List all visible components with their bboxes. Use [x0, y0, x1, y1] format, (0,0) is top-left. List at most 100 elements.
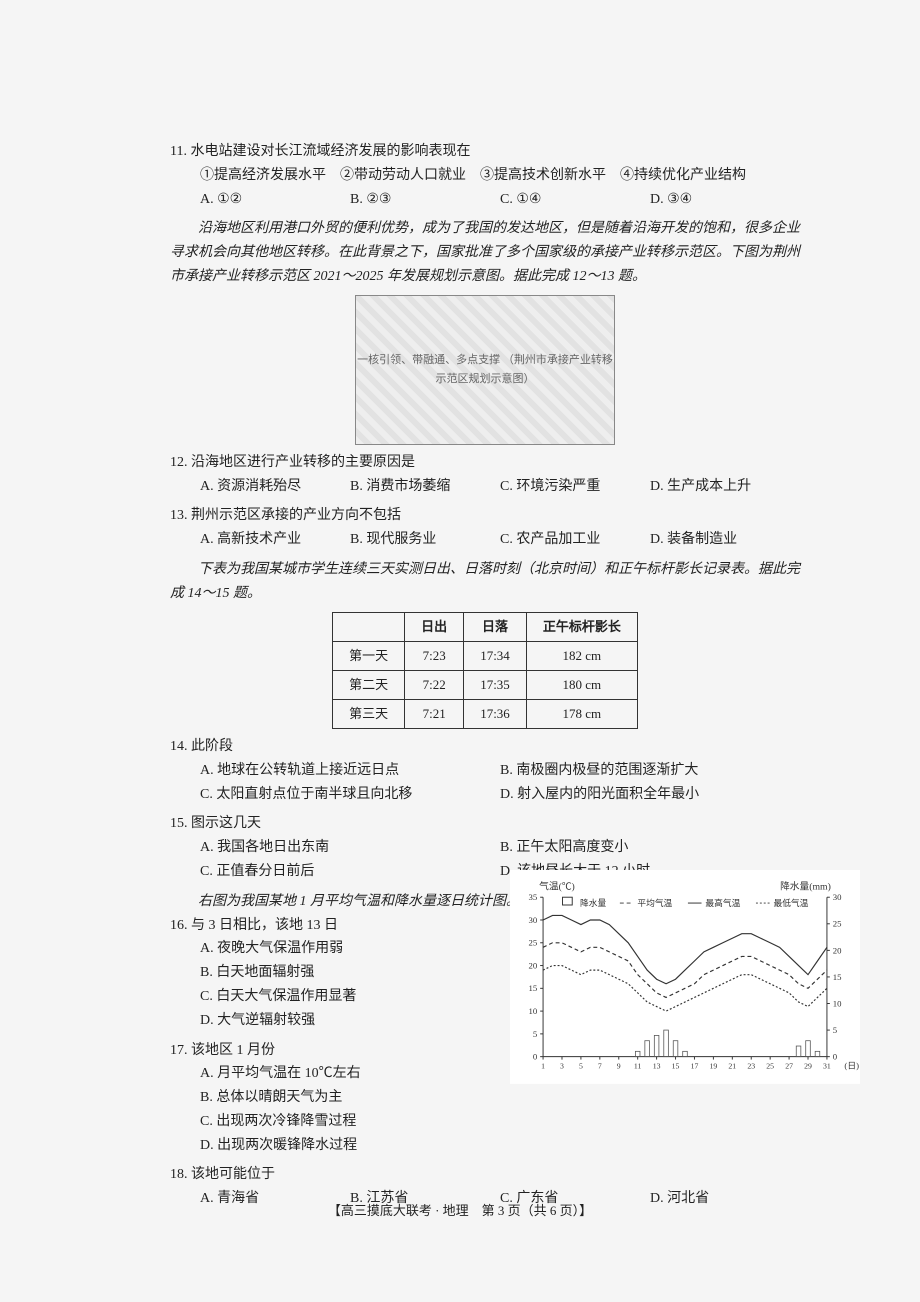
table-cell: 17:35: [464, 670, 527, 699]
q11-opt-a: A. ①②: [200, 188, 350, 212]
q17-opt-d: D. 出现两次暖锋降水过程: [170, 1134, 510, 1158]
q11-options: A. ①② B. ②③ C. ①④ D. ③④: [170, 188, 800, 212]
svg-text:35: 35: [528, 892, 537, 902]
q16-opt-c: C. 白天大气保温作用显著: [170, 985, 510, 1009]
table-header: 日落: [464, 612, 527, 641]
svg-text:31: 31: [823, 1061, 831, 1070]
table-cell: 17:34: [464, 641, 527, 670]
q12-stem: 12. 沿海地区进行产业转移的主要原因是: [170, 451, 800, 475]
q14-opt-b: B. 南极圈内极昼的范围逐渐扩大: [500, 759, 800, 783]
q17-opt-a: A. 月平均气温在 10℃左右: [170, 1062, 510, 1086]
table-cell: 178 cm: [526, 699, 637, 728]
svg-text:5: 5: [579, 1061, 583, 1070]
q16-opt-b: B. 白天地面辐射强: [170, 961, 510, 985]
svg-text:11: 11: [634, 1061, 642, 1070]
table-header: 日出: [405, 612, 464, 641]
q15-opt-b: B. 正午太阳高度变小: [500, 836, 800, 860]
svg-text:21: 21: [728, 1061, 736, 1070]
svg-text:10: 10: [528, 1006, 537, 1016]
svg-text:平均气温: 平均气温: [637, 897, 672, 908]
map-figure: 一核引领、带融通、多点支撑 （荆州市承接产业转移示范区规划示意图）: [355, 295, 615, 445]
map-caption: 一核引领、带融通、多点支撑 （荆州市承接产业转移示范区规划示意图）: [356, 351, 614, 388]
q12-opt-d: D. 生产成本上升: [650, 475, 800, 499]
climate-chart-svg: 0510152025303505101520253013579111315171…: [510, 870, 860, 1084]
q13-opt-b: B. 现代服务业: [350, 528, 500, 552]
table-row: 第一天7:2317:34182 cm: [333, 641, 638, 670]
svg-text:5: 5: [833, 1025, 838, 1035]
svg-text:13: 13: [653, 1061, 661, 1070]
q14-opt-c: C. 太阳直射点位于南半球且向北移: [200, 783, 500, 807]
q15-opt-a: A. 我国各地日出东南: [200, 836, 500, 860]
q12-opt-c: C. 环境污染严重: [500, 475, 650, 499]
q14-options: A. 地球在公转轨道上接近远日点 B. 南极圈内极昼的范围逐渐扩大 C. 太阳直…: [170, 759, 800, 807]
table-14: 日出日落正午标杆影长 第一天7:2317:34182 cm第二天7:2217:3…: [332, 612, 638, 729]
svg-text:20: 20: [528, 960, 537, 970]
q12-options: A. 资源消耗殆尽 B. 消费市场萎缩 C. 环境污染严重 D. 生产成本上升: [170, 475, 800, 499]
svg-text:29: 29: [804, 1061, 812, 1070]
svg-text:15: 15: [833, 972, 842, 982]
climate-chart: 0510152025303505101520253013579111315171…: [510, 870, 860, 1093]
table-cell: 7:23: [405, 641, 464, 670]
passage-12-13: 沿海地区利用港口外贸的便利优势，成为了我国的发达地区，但是随着沿海开发的饱和，很…: [170, 217, 800, 288]
q14-opt-d: D. 射入屋内的阳光面积全年最小: [500, 783, 800, 807]
q11-opt-d: D. ③④: [650, 188, 800, 212]
q11-stem: 11. 水电站建设对长江流域经济发展的影响表现在: [170, 140, 800, 164]
q15-opt-c: C. 正值春分日前后: [200, 860, 500, 884]
table-cell: 17:36: [464, 699, 527, 728]
table-cell: 182 cm: [526, 641, 637, 670]
table-row: 第二天7:2217:35180 cm: [333, 670, 638, 699]
q17-opt-b: B. 总体以晴朗天气为主: [170, 1086, 510, 1110]
q16-stem: 16. 与 3 日相比，该地 13 日: [170, 914, 510, 938]
svg-text:最低气温: 最低气温: [773, 897, 808, 908]
svg-text:27: 27: [785, 1061, 793, 1070]
table-cell: 第二天: [333, 670, 405, 699]
svg-text:1: 1: [541, 1061, 545, 1070]
table-header: 正午标杆影长: [526, 612, 637, 641]
svg-text:30: 30: [528, 915, 537, 925]
q11-opt-b: B. ②③: [350, 188, 500, 212]
question-14: 14. 此阶段 A. 地球在公转轨道上接近远日点 B. 南极圈内极昼的范围逐渐扩…: [170, 735, 800, 806]
q16-opt-a: A. 夜晚大气保温作用弱: [170, 937, 510, 961]
table-cell: 7:22: [405, 670, 464, 699]
svg-text:25: 25: [833, 919, 842, 929]
q13-opt-c: C. 农产品加工业: [500, 528, 650, 552]
q14-opt-a: A. 地球在公转轨道上接近远日点: [200, 759, 500, 783]
svg-text:20: 20: [833, 945, 842, 955]
svg-text:0: 0: [833, 1052, 838, 1062]
passage-14-15: 下表为我国某城市学生连续三天实测日出、日落时刻（北京时间）和正午标杆影长记录表。…: [170, 558, 800, 606]
svg-text:最高气温: 最高气温: [705, 897, 740, 908]
q17-opt-c: C. 出现两次冷锋降雪过程: [170, 1110, 510, 1134]
table-row: 第三天7:2117:36178 cm: [333, 699, 638, 728]
svg-text:3: 3: [560, 1061, 564, 1070]
q11-subs: ①提高经济发展水平 ②带动劳动人口就业 ③提高技术创新水平 ④持续优化产业结构: [170, 164, 800, 188]
svg-text:23: 23: [747, 1061, 755, 1070]
q13-stem: 13. 荆州示范区承接的产业方向不包括: [170, 504, 800, 528]
table-header: [333, 612, 405, 641]
svg-text:30: 30: [833, 892, 842, 902]
question-12: 12. 沿海地区进行产业转移的主要原因是 A. 资源消耗殆尽 B. 消费市场萎缩…: [170, 451, 800, 499]
q16-opt-d: D. 大气逆辐射较强: [170, 1009, 510, 1033]
q18-stem: 18. 该地可能位于: [170, 1163, 800, 1187]
svg-text:9: 9: [617, 1061, 621, 1070]
q12-opt-b: B. 消费市场萎缩: [350, 475, 500, 499]
q11-opt-c: C. ①④: [500, 188, 650, 212]
svg-text:25: 25: [528, 938, 537, 948]
svg-text:19: 19: [710, 1061, 718, 1070]
q13-opt-a: A. 高新技术产业: [200, 528, 350, 552]
q13-opt-d: D. 装备制造业: [650, 528, 800, 552]
q15-stem: 15. 图示这几天: [170, 812, 800, 836]
svg-text:15: 15: [528, 983, 537, 993]
table-cell: 180 cm: [526, 670, 637, 699]
q14-stem: 14. 此阶段: [170, 735, 800, 759]
svg-text:5: 5: [533, 1029, 538, 1039]
table-cell: 第三天: [333, 699, 405, 728]
svg-text:气温(℃): 气温(℃): [539, 879, 575, 892]
q17-stem: 17. 该地区 1 月份: [170, 1039, 510, 1063]
question-16: 16. 与 3 日相比，该地 13 日 A. 夜晚大气保温作用弱 B. 白天地面…: [170, 914, 510, 1033]
svg-text:17: 17: [691, 1061, 699, 1070]
svg-text:15: 15: [672, 1061, 680, 1070]
svg-text:10: 10: [833, 998, 842, 1008]
q13-options: A. 高新技术产业 B. 现代服务业 C. 农产品加工业 D. 装备制造业: [170, 528, 800, 552]
svg-text:7: 7: [598, 1061, 602, 1070]
svg-text:25: 25: [766, 1061, 774, 1070]
